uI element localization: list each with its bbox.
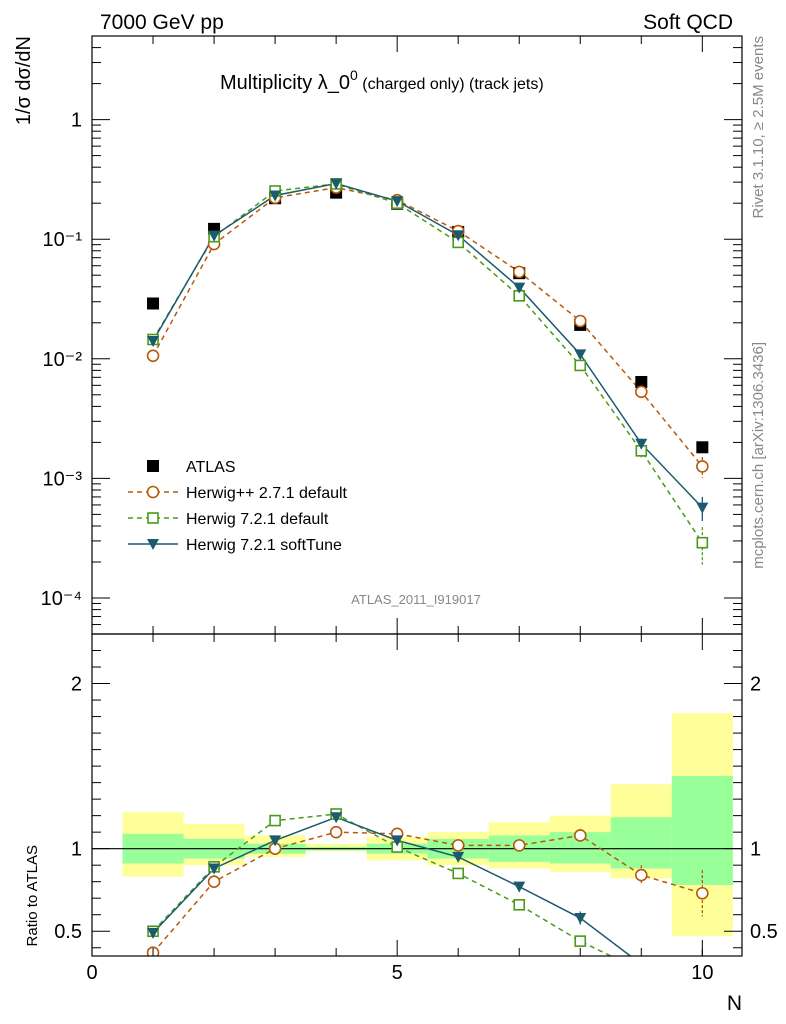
data-point-atlas: [147, 460, 159, 472]
rivet-label: Rivet 3.1.10, ≥ 2.5M events: [750, 36, 767, 219]
legend-label: Herwig 7.2.1 softTune: [186, 537, 342, 554]
point-herwigpp-271: [329, 825, 343, 839]
point-herwigpp-271: [573, 314, 587, 328]
x-axis-label: N: [727, 992, 742, 1015]
point-herwig-721-default: [452, 867, 464, 880]
y-tick-label: 1: [71, 110, 82, 132]
x-tick-label: 10: [691, 962, 713, 984]
y-axis-label: 1/σ dσ/dN: [13, 36, 35, 125]
point-herwig-721-softtune: [574, 349, 587, 361]
ratio-y-tick-label-left: 1: [71, 839, 82, 861]
ratio-y-tick-label-left: 0.5: [54, 921, 82, 943]
ratio-series-line: [152, 816, 632, 956]
ratio-plot-marks: [92, 713, 742, 956]
point-herwig-721-default: [147, 512, 159, 524]
point-herwig-721-softtune: [208, 863, 221, 875]
chart-title: Multiplicity λ_00 (charged only) (track …: [220, 67, 544, 94]
point-herwigpp-271: [146, 349, 160, 363]
point-herwigpp-271: [696, 460, 709, 473]
ratio-y-axis-label: Ratio to ATLAS: [24, 845, 41, 946]
legend-label: Herwig 7.2.1 default: [186, 511, 329, 528]
point-herwig-721-default: [574, 359, 587, 372]
point-herwig-721-softtune: [391, 196, 404, 208]
main-axis-ticks: 10⁻⁴ 10⁻³ 10⁻² 10⁻¹ 1: [41, 35, 742, 635]
ratio-y-tick-label-left: 2: [71, 674, 82, 696]
point-herwig-721-softtune: [452, 851, 465, 863]
mcplots-label: mcplots.cern.ch [arXiv:1306.3436]: [750, 342, 767, 569]
point-herwig-721-softtune: [147, 335, 160, 347]
point-herwig-721-default: [513, 899, 526, 911]
uncertainty-band-green: [610, 817, 672, 869]
ratio-series-line: [152, 831, 703, 954]
ratio-y-tick-label-right: 1: [750, 839, 761, 861]
point-herwigpp-271: [512, 265, 526, 279]
chart-title-rest: (charged only) (track jets): [358, 76, 544, 93]
legend-label: ATLAS: [186, 459, 236, 476]
chart-title-sup: 0: [350, 67, 358, 83]
point-herwig-721-default: [696, 536, 709, 549]
data-point-atlas: [696, 441, 709, 454]
point-herwigpp-271: [634, 868, 648, 882]
legend-label: Herwig++ 2.7.1 default: [186, 485, 348, 502]
point-herwig-721-softtune: [513, 881, 526, 893]
main-panel: 10⁻⁴ 10⁻³ 10⁻² 10⁻¹ 1: [41, 35, 743, 635]
data-point-atlas: [147, 297, 160, 310]
point-herwig-721-softtune: [269, 835, 282, 847]
point-herwig-721-softtune: [208, 230, 221, 242]
ratio-y-tick-label-right: 0.5: [750, 921, 778, 943]
point-herwig-721-softtune: [147, 539, 159, 550]
header-left: 7000 GeV pp: [100, 11, 224, 34]
y-tick-label: 10⁻³: [43, 468, 83, 490]
data-point-atlas: [635, 375, 648, 388]
point-herwigpp-271: [146, 485, 160, 499]
point-herwig-721-softtune: [574, 913, 587, 925]
ratio-y-tick-label-right: 2: [750, 674, 761, 696]
ratio-panel: 0 5 10 0.5 0.5 1 1 2 2: [54, 633, 778, 984]
point-herwig-721-softtune: [330, 812, 343, 824]
series-line: [152, 186, 703, 467]
point-herwigpp-271: [512, 839, 526, 852]
header-right: Soft QCD: [643, 11, 733, 34]
analysis-watermark: ATLAS_2011_I919017: [351, 592, 481, 607]
point-herwig-721-softtune: [330, 178, 343, 190]
legend: ATLAS Herwig++ 2.7.1 default Herwig 7.2.1 …: [128, 459, 348, 554]
series-line: [152, 183, 703, 544]
point-herwig-721-softtune: [452, 230, 465, 242]
y-tick-label: 10⁻¹: [43, 229, 83, 251]
point-herwigpp-271: [696, 886, 709, 900]
point-herwig-721-softtune: [269, 190, 282, 202]
point-herwigpp-271: [573, 829, 587, 842]
chart-title-main: Multiplicity λ_0: [220, 72, 350, 94]
point-herwig-721-default: [269, 814, 281, 827]
series-line: [152, 182, 703, 509]
point-herwig-721-softtune: [696, 502, 709, 514]
point-herwig-721-softtune: [147, 927, 160, 939]
y-tick-label: 10⁻⁴: [41, 588, 82, 610]
point-herwigpp-271: [451, 839, 465, 852]
point-herwig-721-default: [574, 935, 587, 947]
point-herwigpp-271: [207, 875, 221, 888]
main-plot-marks: [146, 178, 709, 565]
point-herwigpp-271: [634, 385, 648, 399]
x-tick-label: 0: [86, 962, 97, 984]
ratio-series-line: [152, 813, 613, 956]
ratio-frame: [91, 633, 743, 957]
point-herwig-721-softtune: [391, 835, 404, 847]
y-tick-label: 10⁻²: [43, 349, 83, 371]
point-herwig-721-softtune: [635, 438, 648, 450]
x-tick-label: 5: [392, 962, 403, 984]
uncertainty-band-green: [671, 776, 733, 885]
point-herwig-721-softtune: [513, 282, 526, 294]
ratio-axis-ticks: 0 5 10 0.5 0.5 1 1 2 2: [54, 633, 778, 984]
